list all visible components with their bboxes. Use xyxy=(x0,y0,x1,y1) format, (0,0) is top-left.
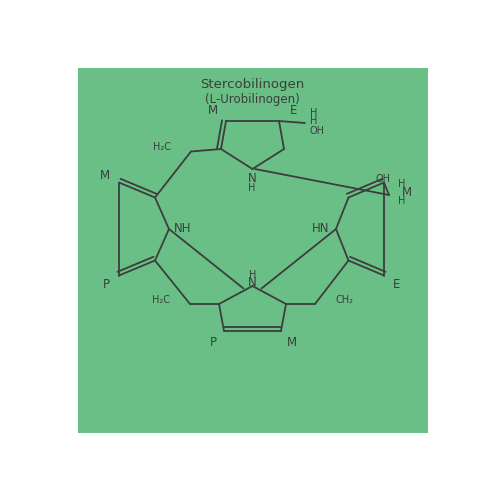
Text: N: N xyxy=(248,172,256,185)
Text: M: M xyxy=(208,104,218,117)
Text: H: H xyxy=(310,116,317,126)
Text: E: E xyxy=(394,278,400,291)
Text: Stercobilinogen: Stercobilinogen xyxy=(200,78,304,92)
Text: H₂C: H₂C xyxy=(152,295,170,305)
Text: M: M xyxy=(402,186,411,198)
Text: E: E xyxy=(290,104,298,117)
Text: H: H xyxy=(398,179,405,189)
FancyBboxPatch shape xyxy=(78,68,428,432)
Text: OH: OH xyxy=(310,126,325,136)
Text: N: N xyxy=(248,276,257,289)
Text: P: P xyxy=(102,278,110,291)
Text: H: H xyxy=(398,196,405,206)
Text: M: M xyxy=(287,336,297,349)
Text: CH₂: CH₂ xyxy=(335,295,353,305)
Text: P: P xyxy=(210,336,216,349)
Text: H: H xyxy=(249,270,256,280)
Text: M: M xyxy=(100,169,110,182)
Text: H: H xyxy=(310,108,317,118)
Text: OH: OH xyxy=(376,174,390,184)
Text: (L-Urobilinogen): (L-Urobilinogen) xyxy=(205,92,300,106)
Text: HN: HN xyxy=(312,222,330,234)
Text: H₂C: H₂C xyxy=(153,142,171,152)
Text: NH: NH xyxy=(174,222,192,234)
Text: H: H xyxy=(248,183,256,193)
